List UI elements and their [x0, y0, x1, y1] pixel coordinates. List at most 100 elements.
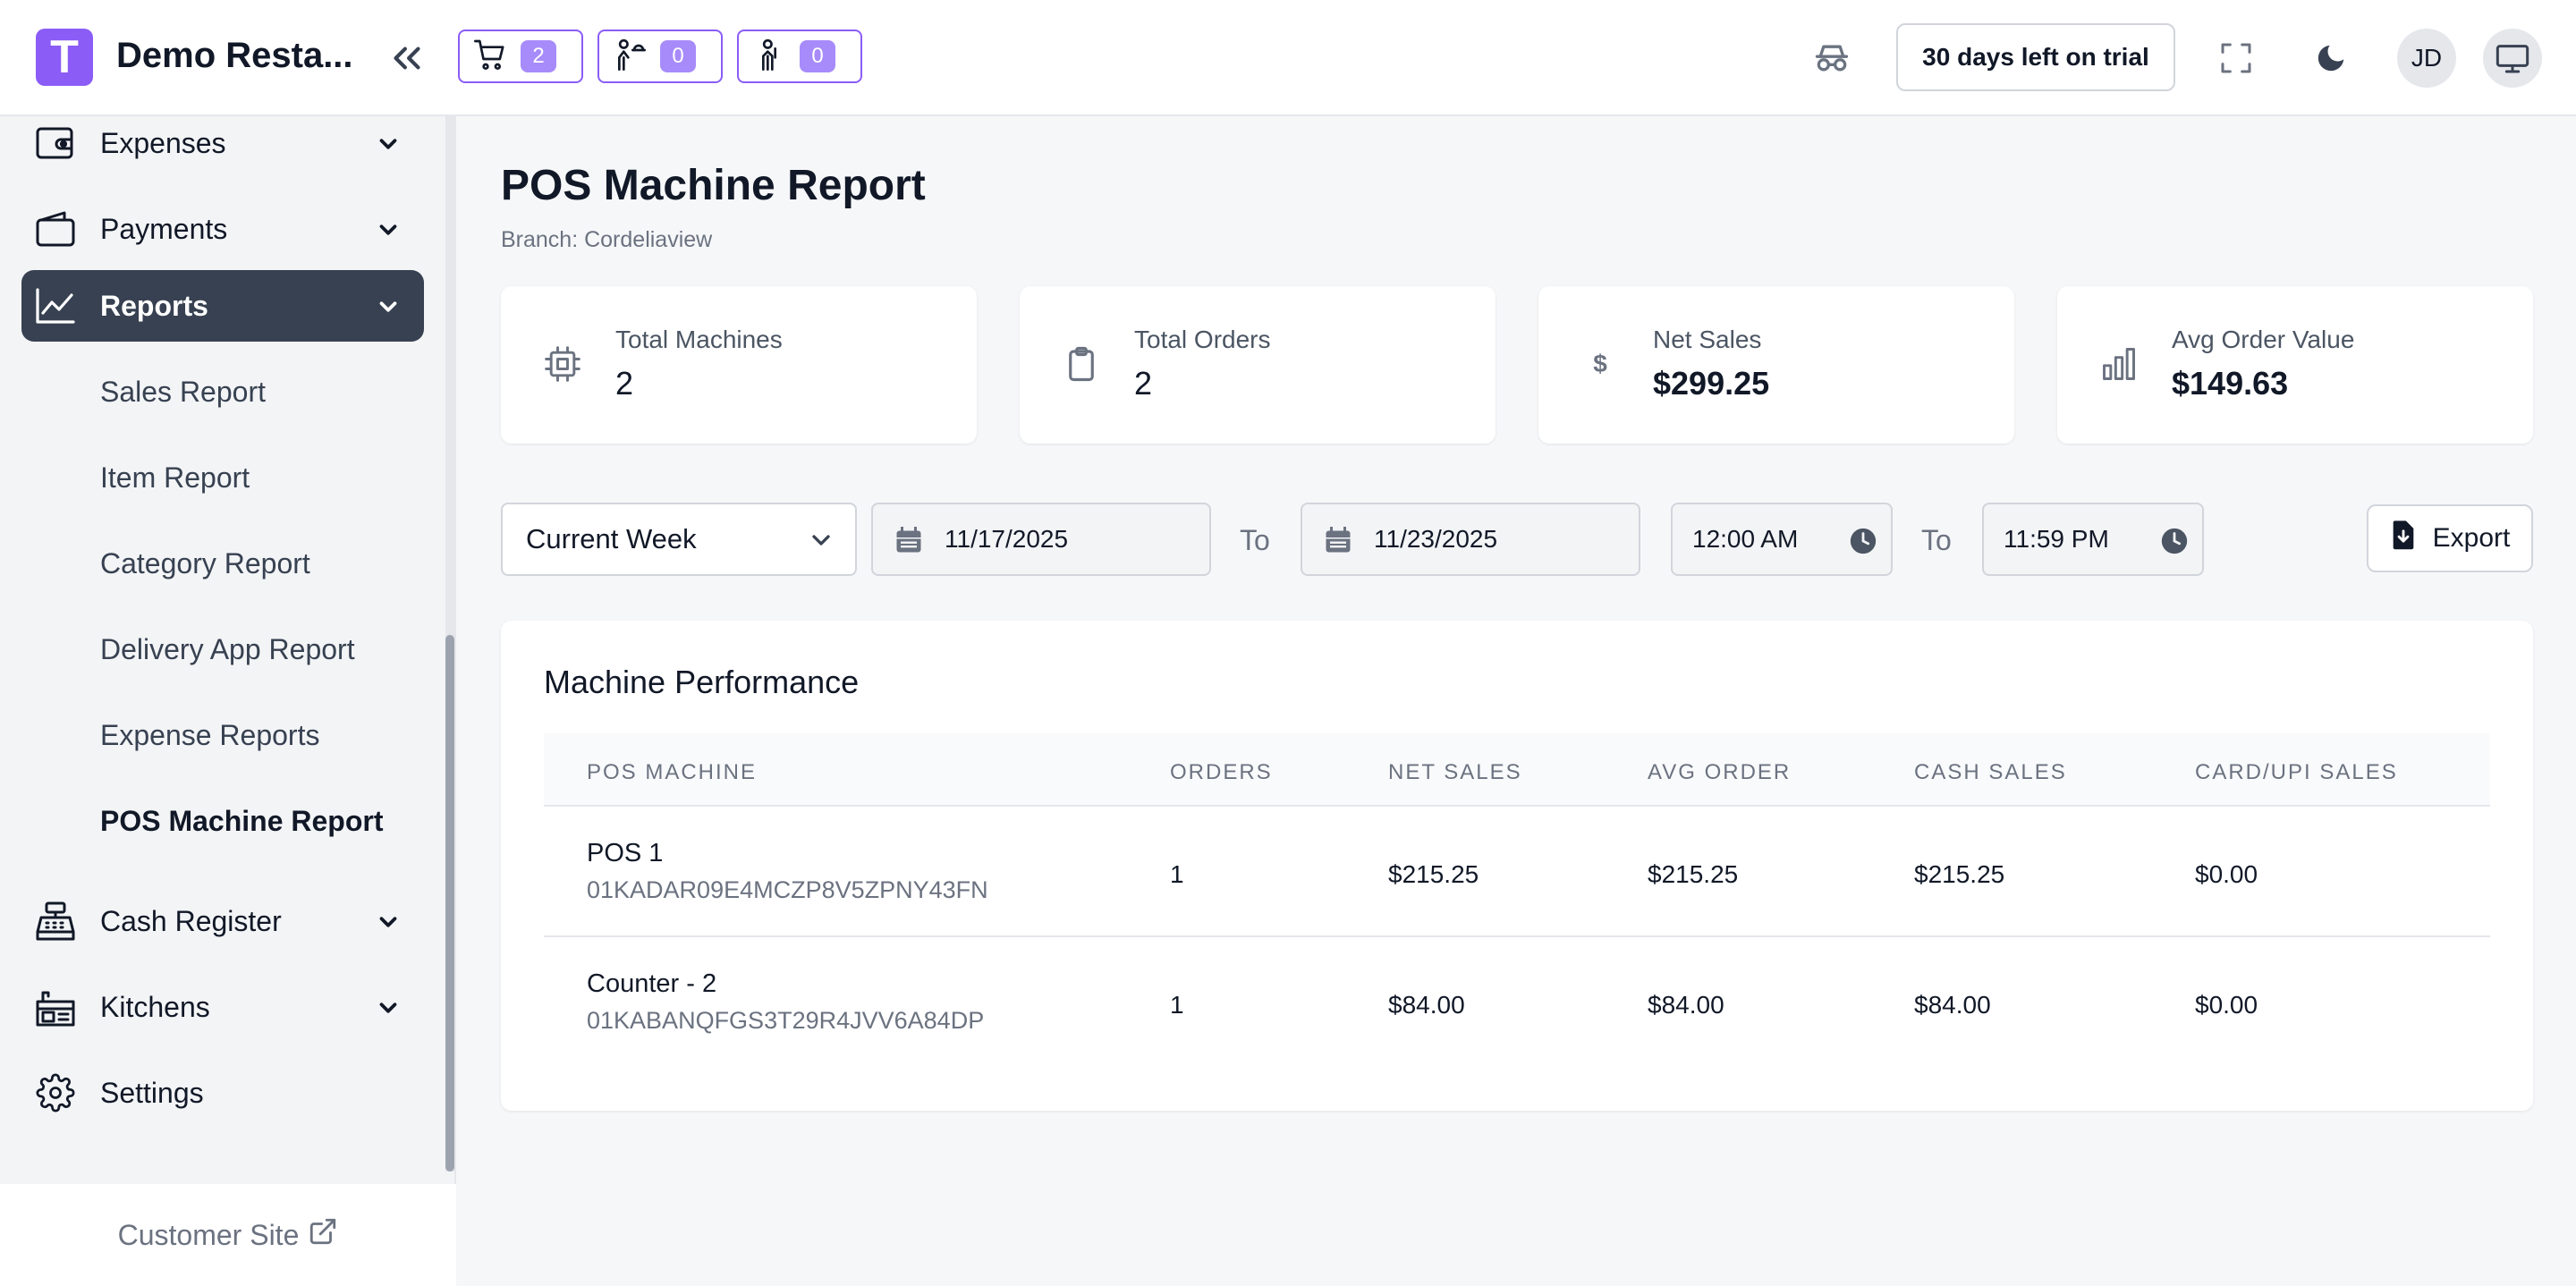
export-button[interactable]: Export	[2367, 504, 2533, 572]
end-time-input[interactable]: 11:59 PM	[1982, 503, 2204, 576]
sidebar-item-label: Payments	[100, 212, 228, 245]
customer-site-link[interactable]: Customer Site	[0, 1184, 456, 1286]
sidebar-item-reports[interactable]: Reports	[21, 270, 424, 342]
sidebar-scrollbar-thumb[interactable]	[445, 635, 454, 1172]
end-date-value: 11/23/2025	[1374, 525, 1498, 553]
cash-sales-cell: $84.00	[1914, 991, 1991, 1019]
stat-card-net-sales: $ Net Sales $299.25	[1538, 286, 2014, 444]
chef-orders-button[interactable]: 0	[737, 30, 862, 83]
clock-icon	[2159, 526, 2190, 563]
sidebar-item-label: Cash Register	[100, 904, 282, 937]
sidebar-subitem-pos-machine-report[interactable]: POS Machine Report	[100, 805, 384, 837]
chevron-down-icon	[807, 526, 835, 561]
sidebar-item-kitchens[interactable]: Kitchens	[21, 971, 424, 1043]
chevron-down-icon	[375, 131, 402, 157]
orders-cell: 1	[1170, 860, 1184, 888]
customer-site-label: Customer Site	[117, 1218, 300, 1251]
date-range-to-label: To	[1240, 524, 1270, 556]
cash-sales-cell: $215.25	[1914, 860, 2005, 888]
cart-orders-button[interactable]: 2	[458, 30, 583, 83]
machine-performance-card: Machine Performance POS MACHINE ORDERS N…	[501, 621, 2533, 1111]
export-label: Export	[2432, 523, 2511, 553]
collapse-sidebar-icon[interactable]	[385, 36, 429, 80]
table-header: POS MACHINE ORDERS NET SALES AVG ORDER C…	[544, 733, 2490, 807]
sidebar-subitem-sales-report[interactable]: Sales Report	[100, 376, 266, 408]
end-date-input[interactable]: 11/23/2025	[1301, 503, 1640, 576]
chef-count-badge: 0	[800, 40, 835, 72]
avg-order-cell: $215.25	[1648, 860, 1739, 888]
dollar-icon: $	[1593, 350, 1607, 377]
column-header: NET SALES	[1388, 760, 1522, 784]
end-time-value: 11:59 PM	[2004, 525, 2109, 553]
table-row[interactable]: POS 1 01KADAR09E4MCZP8V5ZPNY43FN 1 $215.…	[544, 807, 2490, 937]
column-header: POS MACHINE	[587, 760, 758, 784]
waiter-requests-button[interactable]: 0	[597, 30, 723, 83]
cpu-icon	[540, 342, 585, 386]
wallet-icon	[34, 123, 77, 163]
wallet-icon	[34, 209, 77, 249]
net-sales-cell: $215.25	[1388, 860, 1479, 888]
app-title: Demo Resta...	[116, 36, 353, 75]
branch-label: Branch: Cordeliaview	[501, 227, 713, 252]
sidebar-item-label: Reports	[100, 289, 208, 322]
sidebar-subitem-item-report[interactable]: Item Report	[100, 461, 250, 494]
dark-mode-icon[interactable]	[2306, 33, 2356, 83]
incognito-icon[interactable]	[1807, 33, 1857, 83]
stat-label: Total Orders	[1134, 326, 1271, 353]
time-range-to-label: To	[1921, 524, 1952, 556]
user-avatar[interactable]: JD	[2397, 29, 2456, 88]
start-date-value: 11/17/2025	[945, 525, 1069, 553]
top-bar: T Demo Resta... 2 0 0 30 days left on tr…	[0, 0, 2576, 116]
stat-card-total-machines: Total Machines 2	[501, 286, 977, 444]
chevron-down-icon	[375, 994, 402, 1021]
period-select-value: Current Week	[526, 523, 697, 554]
avg-order-cell: $84.00	[1648, 991, 1724, 1019]
app-logo[interactable]: T	[36, 29, 93, 86]
start-time-input[interactable]: 12:00 AM	[1671, 503, 1893, 576]
sidebar-item-payments[interactable]: Payments	[21, 193, 424, 265]
monitor-icon[interactable]	[2483, 29, 2542, 88]
card-upi-sales-cell: $0.00	[2195, 991, 2258, 1019]
sidebar-item-settings[interactable]: Settings	[21, 1057, 424, 1129]
machine-id: 01KADAR09E4MCZP8V5ZPNY43FN	[587, 876, 988, 903]
column-header: AVG ORDER	[1648, 760, 1792, 784]
stat-label: Net Sales	[1653, 326, 1762, 353]
stat-card-total-orders: Total Orders 2	[1020, 286, 1496, 444]
bar-chart-icon	[2097, 342, 2141, 386]
fullscreen-icon[interactable]	[2211, 33, 2261, 83]
clipboard-icon	[1059, 342, 1104, 386]
orders-cell: 1	[1170, 991, 1184, 1019]
sidebar-item-label: Kitchens	[100, 990, 210, 1023]
clock-icon	[1848, 526, 1878, 563]
column-header: ORDERS	[1170, 760, 1273, 784]
sidebar-item-expenses[interactable]: Expenses	[21, 107, 424, 179]
column-header: CASH SALES	[1914, 760, 2067, 784]
sidebar-subitem-category-report[interactable]: Category Report	[100, 547, 310, 580]
stat-value: 2	[1134, 365, 1153, 402]
sidebar-item-cash-register[interactable]: Cash Register	[21, 885, 424, 957]
machine-name: POS 1	[587, 839, 664, 867]
calendar-icon	[1322, 524, 1354, 563]
column-header: CARD/UPI SALES	[2195, 760, 2398, 784]
stat-label: Avg Order Value	[2172, 326, 2355, 353]
sidebar-subitem-expense-reports[interactable]: Expense Reports	[100, 719, 320, 751]
sidebar: Expenses Payments Reports Sales Report I…	[0, 116, 456, 1286]
stat-value: $149.63	[2172, 365, 2289, 402]
cash-register-icon	[34, 901, 77, 941]
trial-status-button[interactable]: 30 days left on trial	[1896, 23, 2175, 91]
stat-value: $299.25	[1653, 365, 1770, 402]
cart-icon	[472, 37, 508, 77]
card-title: Machine Performance	[544, 664, 860, 700]
kitchen-icon	[34, 987, 77, 1027]
stat-label: Total Machines	[615, 326, 783, 353]
page-title: POS Machine Report	[501, 162, 926, 209]
machine-id: 01KABANQFGS3T29R4JVV6A84DP	[587, 1007, 985, 1034]
table-row[interactable]: Counter - 2 01KABANQFGS3T29R4JVV6A84DP 1…	[544, 937, 2490, 1068]
start-date-input[interactable]: 11/17/2025	[871, 503, 1211, 576]
chef-icon	[751, 37, 787, 77]
period-select[interactable]: Current Week	[501, 503, 857, 576]
start-time-value: 12:00 AM	[1692, 525, 1799, 553]
sidebar-subitem-delivery-app-report[interactable]: Delivery App Report	[100, 633, 355, 665]
chevron-down-icon	[375, 216, 402, 243]
sidebar-item-label: Expenses	[100, 126, 226, 159]
